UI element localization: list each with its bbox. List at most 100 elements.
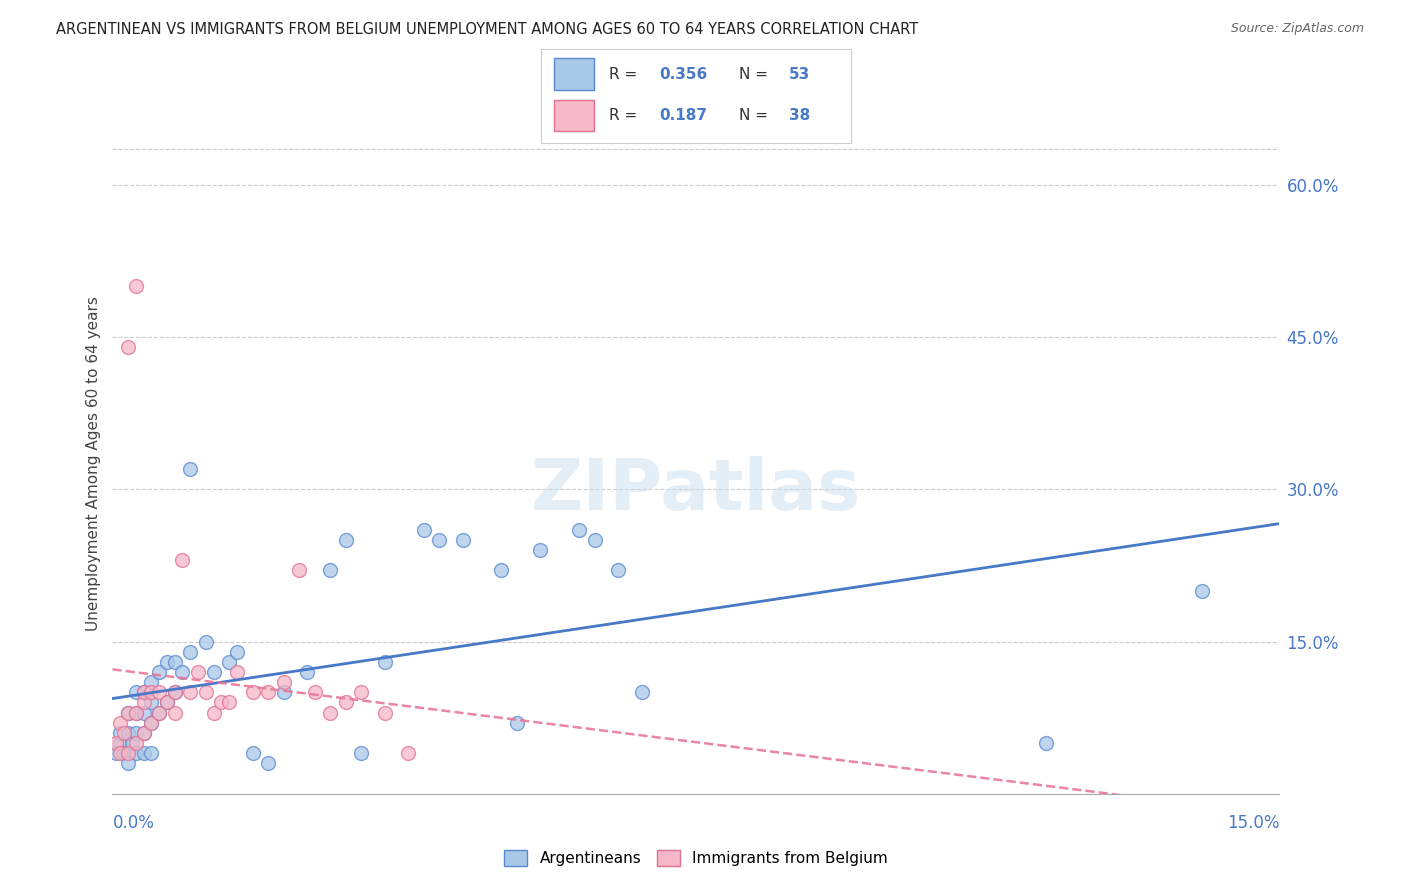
- Point: [110, 726, 132, 740]
- Point: [141, 715, 163, 730]
- Point: [172, 665, 194, 679]
- Point: [242, 746, 264, 760]
- Text: 0.356: 0.356: [659, 67, 707, 82]
- Point: [132, 746, 155, 760]
- Point: [125, 726, 148, 740]
- Point: [226, 645, 249, 659]
- Text: N =: N =: [740, 108, 773, 123]
- Point: [125, 706, 148, 720]
- Point: [350, 746, 373, 760]
- Y-axis label: Unemployment Among Ages 60 to 64 years: Unemployment Among Ages 60 to 64 years: [86, 296, 101, 632]
- Point: [117, 706, 139, 720]
- Point: [304, 685, 326, 699]
- Point: [110, 746, 132, 760]
- Point: [110, 715, 132, 730]
- Point: [132, 685, 155, 699]
- Point: [132, 726, 155, 740]
- Text: ZIPatlas: ZIPatlas: [531, 456, 860, 524]
- Point: [141, 685, 163, 699]
- Point: [451, 533, 474, 547]
- Point: [163, 685, 186, 699]
- Point: [163, 685, 186, 699]
- Point: [163, 655, 186, 669]
- Point: [112, 746, 135, 760]
- Point: [218, 696, 240, 710]
- Point: [117, 706, 139, 720]
- Point: [491, 564, 513, 578]
- Bar: [554, 59, 593, 90]
- Point: [1035, 736, 1057, 750]
- Point: [194, 634, 217, 648]
- Point: [288, 564, 311, 578]
- Point: [117, 340, 139, 354]
- Point: [132, 706, 155, 720]
- Point: [112, 726, 135, 740]
- Point: [156, 696, 179, 710]
- Point: [141, 675, 163, 690]
- Point: [132, 726, 155, 740]
- Point: [396, 746, 419, 760]
- Point: [273, 685, 295, 699]
- Point: [209, 696, 232, 710]
- Point: [273, 675, 295, 690]
- Point: [110, 736, 132, 750]
- Point: [121, 736, 143, 750]
- Point: [179, 645, 201, 659]
- Point: [374, 655, 396, 669]
- Point: [105, 746, 128, 760]
- Point: [117, 746, 139, 760]
- Point: [156, 696, 179, 710]
- Point: [156, 655, 179, 669]
- Text: 38: 38: [789, 108, 810, 123]
- Point: [242, 685, 264, 699]
- Point: [141, 746, 163, 760]
- Point: [172, 553, 194, 567]
- Point: [125, 746, 148, 760]
- Point: [257, 756, 280, 771]
- Point: [374, 706, 396, 720]
- Point: [568, 523, 591, 537]
- Text: Source: ZipAtlas.com: Source: ZipAtlas.com: [1230, 22, 1364, 36]
- Point: [1191, 583, 1213, 598]
- Point: [148, 665, 170, 679]
- Point: [117, 726, 139, 740]
- Point: [226, 665, 249, 679]
- Bar: [554, 100, 593, 131]
- Point: [125, 685, 148, 699]
- Text: ARGENTINEAN VS IMMIGRANTS FROM BELGIUM UNEMPLOYMENT AMONG AGES 60 TO 64 YEARS CO: ARGENTINEAN VS IMMIGRANTS FROM BELGIUM U…: [56, 22, 918, 37]
- Point: [132, 696, 155, 710]
- Point: [202, 706, 225, 720]
- Point: [412, 523, 434, 537]
- Point: [105, 736, 128, 750]
- Point: [141, 696, 163, 710]
- Point: [148, 685, 170, 699]
- Text: R =: R =: [609, 67, 643, 82]
- Point: [319, 564, 342, 578]
- Point: [257, 685, 280, 699]
- Point: [506, 715, 529, 730]
- Text: 0.0%: 0.0%: [112, 814, 155, 831]
- Point: [202, 665, 225, 679]
- Point: [148, 706, 170, 720]
- Legend: Argentineans, Immigrants from Belgium: Argentineans, Immigrants from Belgium: [498, 844, 894, 872]
- Point: [125, 736, 148, 750]
- Point: [350, 685, 373, 699]
- Point: [529, 543, 551, 558]
- Point: [218, 655, 240, 669]
- Point: [125, 706, 148, 720]
- Point: [319, 706, 342, 720]
- Point: [163, 706, 186, 720]
- Point: [148, 706, 170, 720]
- Point: [117, 756, 139, 771]
- Text: N =: N =: [740, 67, 773, 82]
- Point: [583, 533, 606, 547]
- Text: 15.0%: 15.0%: [1227, 814, 1279, 831]
- Point: [179, 685, 201, 699]
- Point: [187, 665, 209, 679]
- Point: [125, 279, 148, 293]
- Text: 0.187: 0.187: [659, 108, 707, 123]
- Point: [335, 696, 357, 710]
- Text: 53: 53: [789, 67, 810, 82]
- Point: [194, 685, 217, 699]
- Point: [179, 462, 201, 476]
